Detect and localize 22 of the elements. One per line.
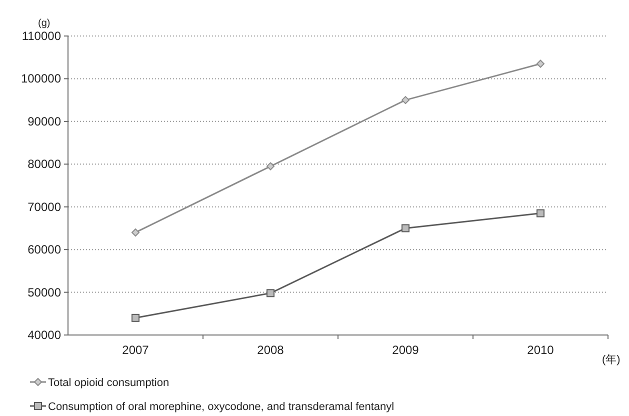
y-tick-label: 100000 — [20, 72, 62, 86]
point — [536, 209, 544, 218]
y-tick-label: 90000 — [28, 114, 62, 128]
point — [266, 289, 274, 298]
point — [132, 314, 140, 322]
point — [536, 60, 544, 68]
point — [266, 162, 274, 170]
x-tick-label: 2008 — [257, 343, 284, 357]
y-tick-label: 110000 — [22, 29, 62, 43]
point — [402, 224, 410, 232]
point — [402, 96, 410, 104]
y-axis-title: (g) — [38, 18, 50, 29]
point — [132, 228, 140, 236]
y-tick-label: 50000 — [28, 285, 62, 300]
x-tick-label: 2007 — [122, 343, 150, 357]
x-tick-label: 2009 — [392, 343, 420, 357]
y-tick-label: 70000 — [28, 200, 62, 214]
x-axis-title: (年) — [602, 354, 620, 366]
y-tick-label: 40000 — [28, 328, 62, 342]
x-tick-label: 2010 — [527, 343, 554, 357]
y-tick-label: 80000 — [28, 157, 62, 172]
y-tick-label: 60000 — [28, 242, 62, 257]
